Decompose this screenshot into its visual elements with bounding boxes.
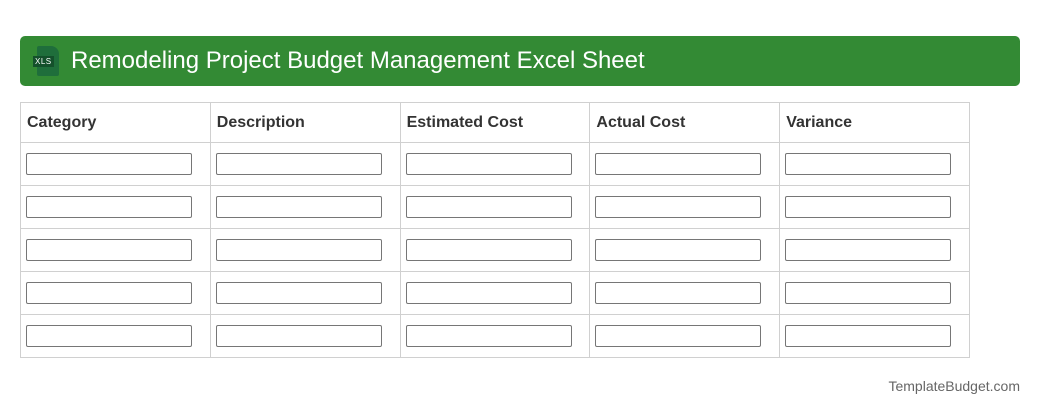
- budget-table: Category Description Estimated Cost Actual …: [20, 102, 970, 358]
- estimated-cost-input[interactable]: [405, 196, 572, 218]
- table-cell: [20, 271, 211, 315]
- category-input[interactable]: [26, 153, 192, 175]
- page-title: Remodeling Project Budget Management Exc…: [71, 47, 645, 74]
- category-input[interactable]: [26, 239, 192, 261]
- table-cell: [209, 142, 401, 186]
- table-cell: [779, 185, 970, 229]
- table-cell: [589, 142, 781, 186]
- estimated-cost-input[interactable]: [405, 153, 572, 175]
- variance-input[interactable]: [785, 282, 952, 304]
- table-cell: [399, 228, 591, 272]
- title-banner: XLS Remodeling Project Budget Management…: [20, 36, 1020, 86]
- column-header: Description: [209, 102, 401, 143]
- estimated-cost-input[interactable]: [405, 282, 572, 304]
- actual-cost-input[interactable]: [595, 239, 762, 261]
- description-input[interactable]: [215, 196, 382, 218]
- table-row: [20, 314, 970, 358]
- description-input[interactable]: [215, 239, 382, 261]
- table-cell: [589, 228, 781, 272]
- table-cell: [209, 314, 401, 358]
- table-cell: [779, 271, 970, 315]
- table-cell: [209, 271, 401, 315]
- actual-cost-input[interactable]: [595, 196, 762, 218]
- table-cell: [20, 314, 211, 358]
- variance-input[interactable]: [785, 239, 952, 261]
- table-cell: [589, 271, 781, 315]
- table-cell: [779, 228, 970, 272]
- description-input[interactable]: [215, 282, 382, 304]
- table-cell: [209, 228, 401, 272]
- column-header: Actual Cost: [589, 102, 781, 143]
- variance-input[interactable]: [785, 196, 952, 218]
- actual-cost-input[interactable]: [595, 282, 762, 304]
- column-header: Category: [20, 102, 211, 143]
- table-row: [20, 228, 970, 272]
- column-header: Estimated Cost: [399, 102, 591, 143]
- estimated-cost-input[interactable]: [405, 325, 572, 347]
- category-input[interactable]: [26, 196, 192, 218]
- category-input[interactable]: [26, 282, 192, 304]
- description-input[interactable]: [215, 325, 382, 347]
- actual-cost-input[interactable]: [595, 325, 762, 347]
- estimated-cost-input[interactable]: [405, 239, 572, 261]
- table-cell: [779, 314, 970, 358]
- description-input[interactable]: [215, 153, 382, 175]
- table-row: [20, 142, 970, 186]
- table-cell: [20, 185, 211, 229]
- table-cell: [399, 142, 591, 186]
- table-cell: [589, 185, 781, 229]
- table-cell: [399, 314, 591, 358]
- table-row: [20, 271, 970, 315]
- category-input[interactable]: [26, 325, 192, 347]
- table-row: [20, 185, 970, 229]
- table-cell: [779, 142, 970, 186]
- footer-brand: TemplateBudget.com: [888, 378, 1020, 394]
- table-cell: [399, 271, 591, 315]
- variance-input[interactable]: [785, 325, 952, 347]
- table-cell: [20, 228, 211, 272]
- actual-cost-input[interactable]: [595, 153, 762, 175]
- table-cell: [589, 314, 781, 358]
- table-cell: [399, 185, 591, 229]
- variance-input[interactable]: [785, 153, 952, 175]
- table-cell: [209, 185, 401, 229]
- column-header: Variance: [779, 102, 970, 143]
- table-cell: [20, 142, 211, 186]
- xls-file-icon: XLS: [33, 46, 59, 76]
